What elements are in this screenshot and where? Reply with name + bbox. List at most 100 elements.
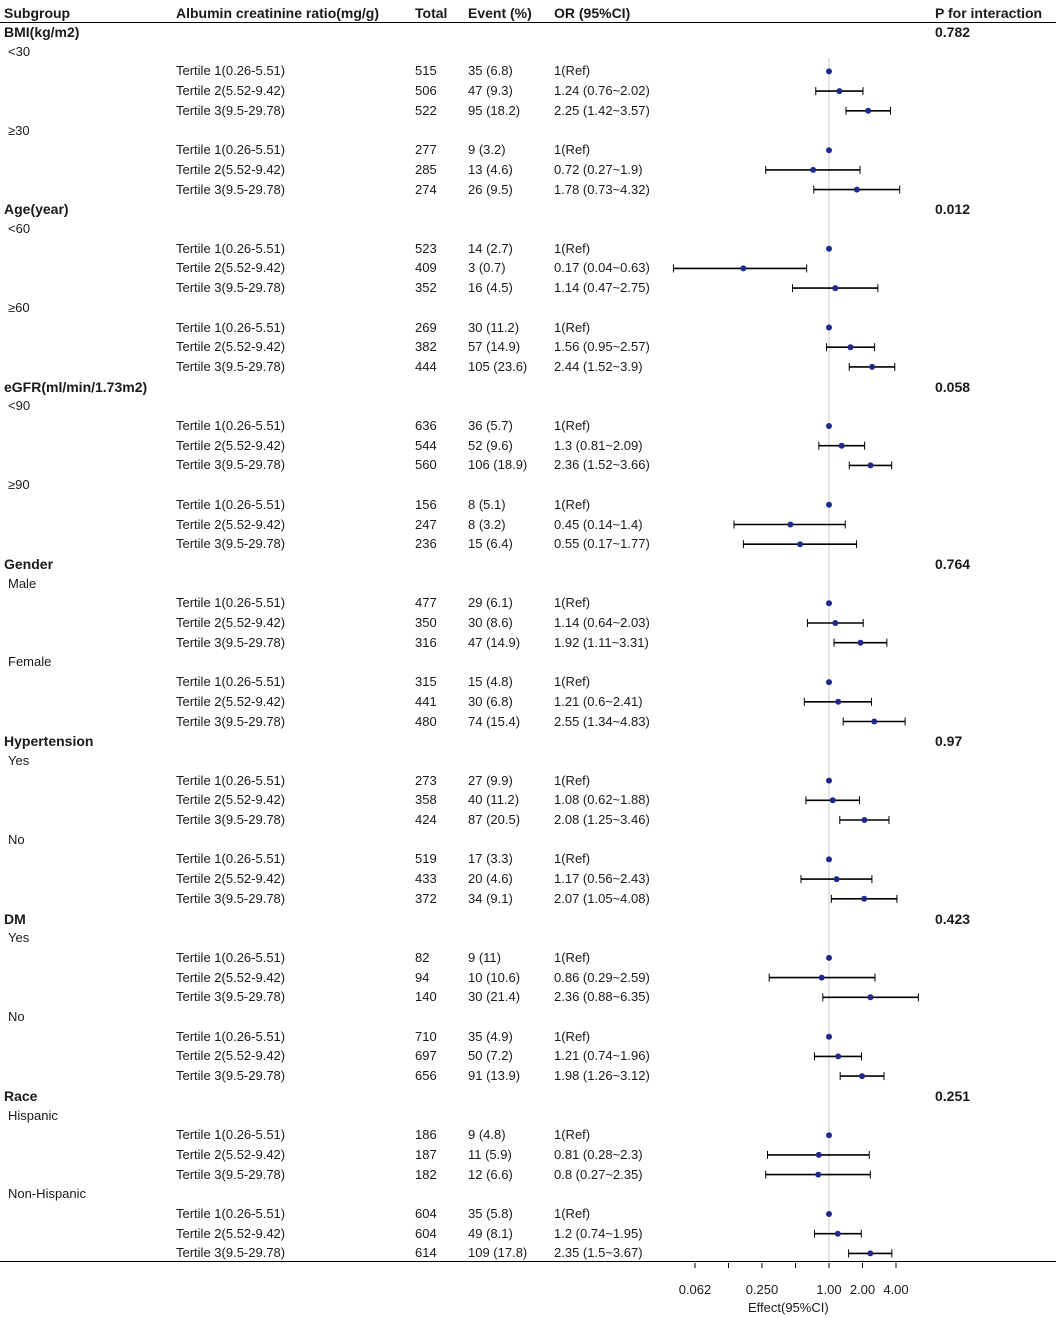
odds-ratio-text: 1.78 (0.73~4.32) (554, 181, 650, 197)
point-estimate (818, 974, 825, 981)
tertile-label: Tertile 2(5.52-9.42) (176, 871, 286, 887)
event-count: 50 (7.2) (468, 1048, 513, 1064)
event-count: 36 (5.7) (468, 418, 513, 433)
odds-ratio-text: 1(Ref) (554, 949, 591, 965)
event-count: 13 (4.6) (468, 161, 513, 177)
tertile-label: Tertile 1(0.26-5.51) (176, 772, 286, 788)
odds-ratio-text: 1.3 (0.81~2.09) (554, 437, 643, 453)
point-estimate (832, 620, 839, 626)
tertile-label: Tertile 3(9.5-29.78) (176, 358, 286, 374)
point-estimate (826, 324, 832, 331)
tertile-label: Tertile 1(0.26-5.51) (176, 595, 286, 611)
odds-ratio-text: 1(Ref) (554, 142, 591, 158)
p-interaction-value: 0.423 (935, 910, 971, 927)
subgroup-label: Female (8, 654, 52, 670)
odds-ratio-text: 1(Ref) (554, 1127, 591, 1143)
event-count: 47 (9.3) (468, 83, 513, 99)
tertile-label: Tertile 2(5.52-9.42) (176, 693, 286, 709)
event-count: 27 (9.9) (468, 772, 513, 788)
total-count: 441 (415, 693, 437, 709)
odds-ratio-text: 0.17 (0.04~0.63) (554, 260, 650, 276)
total-count: 182 (415, 1166, 437, 1182)
point-estimate (815, 1171, 822, 1178)
total-count: 247 (415, 516, 437, 532)
odds-ratio-text: 2.36 (0.88~6.35) (554, 989, 650, 1005)
event-count: 105 (23.6) (468, 358, 528, 374)
x-tick-label: 0.062 (679, 1282, 712, 1297)
point-estimate (857, 639, 864, 646)
event-count: 109 (17.8) (468, 1245, 528, 1261)
event-count: 35 (6.8) (468, 63, 513, 79)
tertile-label: Tertile 1(0.26-5.51) (176, 674, 286, 690)
odds-ratio-text: 1.17 (0.56~2.43) (554, 871, 650, 887)
tertile-label: Tertile 3(9.5-29.78) (176, 457, 286, 473)
total-count: 186 (415, 1127, 437, 1143)
odds-ratio-text: 1.14 (0.64~2.03) (554, 615, 650, 630)
tertile-label: Tertile 2(5.52-9.42) (176, 161, 286, 177)
total-count: 515 (415, 63, 437, 79)
point-estimate (836, 88, 843, 95)
tertile-label: Tertile 1(0.26-5.51) (176, 949, 286, 965)
total-count: 477 (415, 595, 437, 611)
header-p-interaction: P for interaction (935, 5, 1043, 21)
point-estimate (826, 147, 832, 154)
total-count: 506 (415, 83, 437, 99)
p-interaction-value: 0.012 (935, 201, 971, 218)
tertile-label: Tertile 1(0.26-5.51) (176, 319, 286, 335)
odds-ratio-text: 1(Ref) (554, 418, 591, 433)
tertile-label: Tertile 3(9.5-29.78) (176, 1068, 286, 1084)
total-count: 277 (415, 142, 437, 158)
tertile-label: Tertile 3(9.5-29.78) (176, 1166, 286, 1182)
total-count: 444 (415, 358, 437, 374)
event-count: 16 (4.5) (468, 280, 513, 296)
event-count: 30 (8.6) (468, 615, 513, 630)
odds-ratio-text: 0.86 (0.29~2.59) (554, 969, 650, 985)
odds-ratio-text: 1(Ref) (554, 63, 591, 79)
odds-ratio-text: 2.35 (1.5~3.67) (554, 1245, 643, 1261)
point-estimate (861, 817, 868, 823)
tertile-label: Tertile 1(0.26-5.51) (176, 142, 286, 158)
event-count: 11 (5.9) (468, 1146, 512, 1162)
point-estimate (826, 679, 832, 686)
subgroup-label: No (8, 1009, 25, 1024)
tertile-label: Tertile 3(9.5-29.78) (176, 536, 286, 552)
tertile-label: Tertile 1(0.26-5.51) (176, 851, 286, 867)
event-count: 10 (10.6) (468, 969, 521, 985)
tertile-label: Tertile 1(0.26-5.51) (176, 496, 286, 512)
point-estimate (853, 186, 860, 193)
point-estimate (838, 442, 845, 449)
total-count: 156 (415, 496, 437, 512)
tertile-label: Tertile 2(5.52-9.42) (176, 437, 286, 453)
point-estimate (867, 1250, 874, 1257)
subgroup-label: Yes (8, 752, 30, 768)
event-count: 12 (6.6) (468, 1166, 513, 1182)
tertile-label: Tertile 3(9.5-29.78) (176, 634, 286, 650)
total-count: 273 (415, 772, 437, 788)
total-count: 656 (415, 1068, 437, 1084)
point-estimate (867, 462, 874, 469)
point-estimate (867, 994, 874, 1001)
odds-ratio-text: 2.36 (1.52~3.66) (554, 457, 650, 473)
x-tick-label: 1.00 (816, 1282, 841, 1297)
header-rule (0, 22, 1056, 23)
event-count: 26 (9.5) (468, 181, 513, 197)
x-tick-label: 4.00 (883, 1282, 908, 1297)
total-count: 523 (415, 240, 437, 256)
tertile-label: Tertile 2(5.52-9.42) (176, 516, 286, 532)
odds-ratio-text: 1(Ref) (554, 674, 591, 690)
event-count: 57 (14.9) (468, 339, 521, 355)
tertile-label: Tertile 1(0.26-5.51) (176, 1028, 286, 1044)
subgroup-label: Yes (8, 930, 30, 946)
point-estimate (826, 1211, 832, 1217)
point-estimate (833, 876, 840, 883)
event-count: 49 (8.1) (468, 1225, 513, 1241)
total-count: 315 (415, 674, 437, 690)
point-estimate (871, 718, 878, 725)
group-label: eGFR(ml/min/1.73m2) (4, 378, 148, 395)
odds-ratio-text: 2.07 (1.05~4.08) (554, 890, 650, 906)
event-count: 47 (14.9) (468, 634, 521, 650)
event-count: 14 (2.7) (468, 240, 513, 256)
odds-ratio-text: 0.45 (0.14~1.4) (554, 516, 643, 532)
tertile-label: Tertile 2(5.52-9.42) (176, 339, 286, 355)
